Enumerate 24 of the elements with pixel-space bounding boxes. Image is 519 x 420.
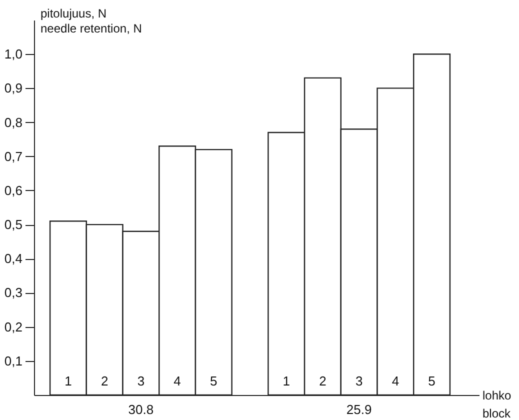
- x-tick-label: 4: [392, 374, 400, 388]
- y-tick-label: 0,3: [4, 285, 22, 300]
- y-tick-label: 1,0: [4, 46, 22, 62]
- y-tick-label: 0,8: [4, 114, 22, 130]
- x-tick-label: 1: [282, 374, 290, 388]
- y-tick-label: 0,1: [4, 353, 22, 368]
- x-tick-label: 5: [210, 374, 218, 388]
- y-tick-label: 0,4: [4, 251, 22, 266]
- y-tick-label: 0,6: [4, 182, 22, 198]
- x-tick-label: 2: [319, 374, 326, 388]
- y-tick-label: 0,5: [4, 217, 22, 232]
- x-tick-label: 3: [137, 374, 145, 388]
- x-axis-title: lohko block: [482, 388, 512, 420]
- x-tick-label: 2: [100, 374, 108, 388]
- x-tick-label: 5: [428, 374, 436, 388]
- y-tick-label: 0,7: [4, 148, 22, 164]
- series-label: 30.8: [128, 402, 154, 417]
- y-tick-label: 0,2: [4, 319, 22, 334]
- x-tick-label: 3: [355, 374, 363, 388]
- x-tick-label: 4: [174, 374, 181, 388]
- y-axis-title: pitolujuus, N needle retention, N: [40, 6, 142, 36]
- series-label: 25.9: [346, 402, 372, 417]
- x-tick-label: 1: [64, 374, 72, 388]
- y-tick-label: 0,9: [4, 80, 22, 96]
